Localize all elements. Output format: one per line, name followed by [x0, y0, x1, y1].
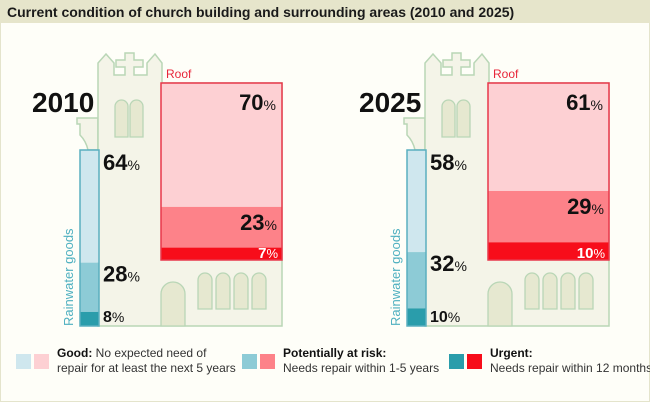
church-window: [560, 272, 576, 310]
rainwater-bar-risk: [407, 252, 426, 309]
rainwater-value-risk: 28%: [103, 262, 140, 287]
legend-swatch-roof-risk: [260, 354, 275, 369]
tower-window: [114, 99, 129, 138]
rainwater-label: Rainwater goods: [388, 228, 403, 326]
tower-window: [456, 99, 471, 138]
rainwater-value-urgent: 8%: [103, 309, 124, 326]
legend-swatch-roof-urgent: [467, 354, 482, 369]
rainwater-bar-risk: [80, 262, 99, 312]
panel-2010: 2010 64% 28% 8% Rainwater goods 70% 23% 7% Roof: [32, 52, 283, 327]
legend-swatch-rainwater-risk: [242, 354, 257, 369]
church-annex: [403, 117, 426, 151]
title-bar: Current condition of church building and…: [0, 0, 650, 23]
rainwater-value-good: 58%: [430, 150, 467, 175]
legend-swatch-roof-good: [34, 354, 49, 369]
roof-bar-risk: [488, 190, 609, 243]
rainwater-bar-outline: [79, 149, 100, 327]
legend-risk-text: Needs repair within 1-5 years: [283, 361, 440, 375]
rainwater-bar-outline: [406, 149, 427, 327]
roof-bar-urgent: [488, 242, 609, 260]
roof-bar-good: [161, 83, 282, 207]
church-door: [160, 281, 186, 327]
roof-label: Roof: [493, 67, 519, 81]
legend-swatch-rainwater-good: [16, 354, 31, 369]
roof-bar-urgent: [161, 247, 282, 260]
legend-risk-title: Potentially at risk:: [283, 346, 387, 360]
rainwater-value-risk: 32%: [430, 251, 467, 276]
church-window: [251, 272, 267, 310]
roof-label: Roof: [166, 67, 192, 81]
rainwater-label: Rainwater goods: [61, 228, 76, 326]
church-window: [578, 272, 594, 310]
church-annex: [76, 117, 99, 151]
roof-value-good: 70%: [239, 90, 276, 115]
rainwater-value-good: 64%: [103, 150, 140, 175]
roof-bar-risk: [161, 206, 282, 248]
rainwater-bar-good: [407, 150, 426, 253]
panel-2025: 2025 58% 32% 10% Rainwater goods 61% 29% 10% Roo…: [359, 52, 610, 327]
church-window: [197, 272, 213, 310]
roof-bar-good: [488, 83, 609, 191]
chart-title: Current condition of church building and…: [7, 4, 515, 20]
tower-window: [441, 99, 456, 138]
roof-value-risk: 29%: [567, 194, 604, 219]
roof-value-good: 61%: [566, 90, 603, 115]
legend-urgent-title: Urgent:: [490, 346, 533, 360]
legend-good-text2: repair for at least the next 5 years: [57, 361, 236, 375]
roof-bar-outline: [487, 82, 610, 261]
church-window: [215, 272, 231, 310]
roof-value-risk: 23%: [240, 210, 277, 235]
rainwater-bar-urgent: [407, 308, 426, 326]
roof-bar-outline: [160, 82, 283, 261]
legend-good-title: Good:: [57, 346, 93, 360]
church-window: [233, 272, 249, 310]
church-window: [542, 272, 558, 310]
tower-window: [129, 99, 144, 138]
legend-good-text1: No expected need of: [92, 346, 207, 360]
rainwater-bar-good: [80, 150, 99, 263]
rainwater-bar-urgent: [80, 311, 99, 326]
legend-swatch-rainwater-urgent: [449, 354, 464, 369]
legend-urgent-text: Needs repair within 12 months: [490, 361, 650, 375]
roof-value-urgent: 7%: [258, 245, 278, 262]
church-window: [524, 272, 540, 310]
rainwater-value-urgent: 10%: [430, 309, 460, 326]
year-label: 2025: [359, 87, 421, 118]
year-label: 2010: [32, 87, 94, 118]
church-door: [487, 281, 513, 327]
roof-value-urgent: 10%: [577, 245, 606, 262]
